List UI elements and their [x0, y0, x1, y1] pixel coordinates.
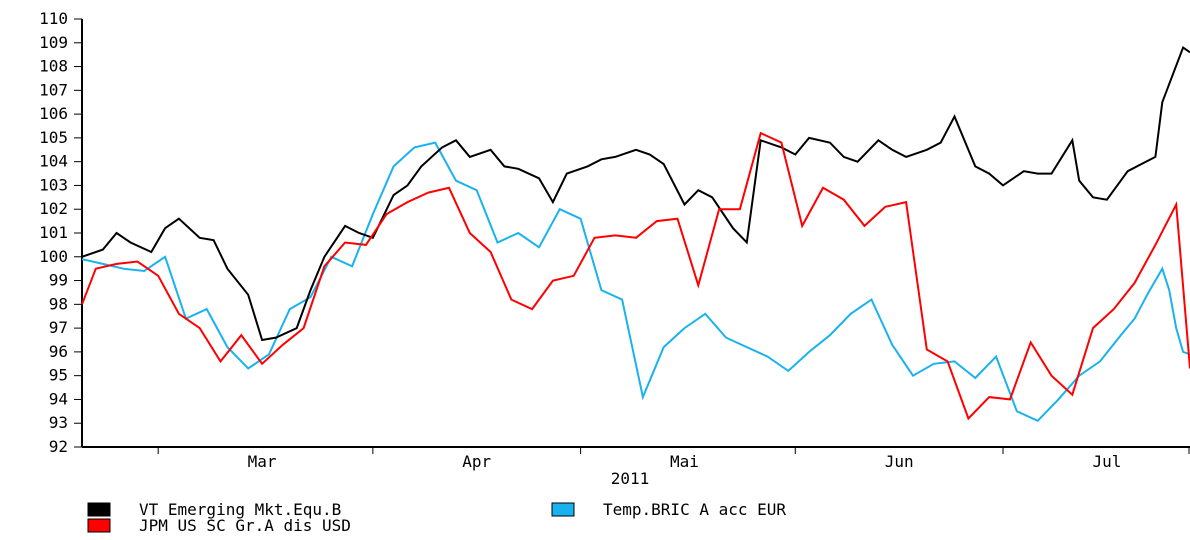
legend-label: JPM US SC Gr.A dis USD [139, 516, 351, 535]
legend-swatch [87, 502, 111, 517]
y-tick-label: 94 [49, 389, 68, 408]
y-tick-label: 98 [49, 294, 68, 313]
y-tick-label: 107 [39, 80, 68, 99]
y-tick-label: 93 [49, 413, 68, 432]
x-tick-label: Apr [462, 452, 491, 471]
y-tick-label: 97 [49, 318, 68, 337]
legend-label: VT Emerging Mkt.Equ.B [139, 500, 341, 519]
y-tick-label: 108 [39, 57, 68, 76]
legend-swatch [87, 518, 111, 533]
x-tick-label: Jul [1092, 452, 1121, 471]
legend: VT Emerging Mkt.Equ.B Temp.BRIC A acc EUR… [87, 500, 786, 535]
y-tick-label: 100 [39, 247, 68, 266]
y-tick-label: 102 [39, 199, 68, 218]
series-line-jpm-us-sc-gr-a-dis-usd [81, 131, 1190, 421]
y-tick-label: 96 [49, 342, 68, 361]
y-tick-label: 101 [39, 223, 68, 242]
x-tick-label: Mai [670, 452, 699, 471]
y-tick-label: 103 [39, 175, 68, 194]
y-tick-label: 95 [49, 366, 68, 385]
y-tick-label: 99 [49, 271, 68, 290]
y-tick-label: 110 [39, 9, 68, 28]
series-layer [81, 45, 1190, 423]
legend-swatch [551, 502, 575, 517]
x-tick-label: Mar [248, 452, 277, 471]
year-label: 2011 [611, 469, 650, 488]
x-tick-label: Jun [885, 452, 914, 471]
series-line-temp-bric-a-acc-eur [81, 141, 1190, 423]
y-axis: 92 93 94 95 96 97 98 99 100 101 102 103 104 105 106 107… [39, 9, 83, 456]
y-tick-label: 105 [39, 128, 68, 147]
x-axis: Mar Apr Mai Jun Jul [82, 446, 1190, 471]
y-tick-label: 92 [49, 437, 68, 456]
y-tick-label: 104 [39, 152, 68, 171]
legend-label: Temp.BRIC A acc EUR [603, 500, 786, 519]
series-line-vt-emerging-mkt-equ-b [81, 45, 1190, 342]
y-tick-label: 109 [39, 33, 68, 52]
y-tick-label: 106 [39, 104, 68, 123]
